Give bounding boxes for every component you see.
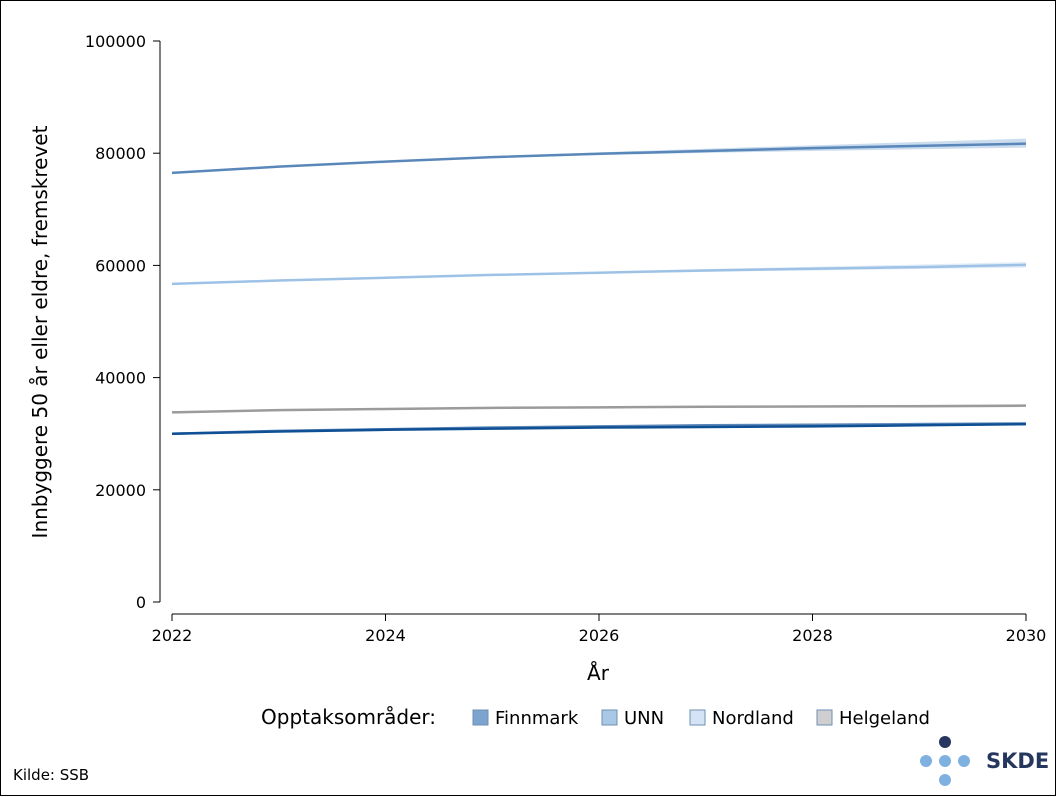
x-tick-label: 2022 (152, 626, 193, 645)
legend-title: Opptaksområder: (261, 705, 436, 729)
band-unn (172, 138, 1026, 173)
axes (159, 41, 1026, 615)
y-tick-label: 0 (136, 593, 146, 612)
y-tick-label: 40000 (95, 369, 146, 388)
x-tick-label: 2028 (792, 626, 833, 645)
legend-label-nordland: Nordland (712, 708, 794, 729)
y-tick-label: 100000 (85, 32, 146, 51)
legend-label-unn: UNN (624, 708, 664, 729)
legend: Opptaksområder: Finnmark UNN Nordland Helge… (261, 705, 930, 729)
logo-dot-left (920, 755, 932, 767)
skde-logo: SKDE (920, 736, 1049, 786)
legend-entries: Finnmark UNN Nordland Helgeland (472, 708, 930, 729)
series-line-nordland (171, 263, 1027, 286)
series-line-unnamed (171, 422, 1027, 435)
legend-label-finnmark: Finnmark (495, 708, 579, 729)
y-tick-label: 20000 (95, 481, 146, 500)
logo-dot-right (958, 755, 970, 767)
confidence-bands (172, 138, 1026, 434)
x-tick-label: 2030 (1006, 626, 1047, 645)
x-axis-title: År (587, 661, 610, 685)
y-tick-label: 60000 (95, 256, 146, 275)
legend-swatch-nordland (689, 709, 706, 726)
x-tick-label: 2024 (365, 626, 406, 645)
series-line-helgeland (171, 404, 1027, 414)
legend-swatch-finnmark (472, 709, 489, 726)
logo-text: SKDE (986, 749, 1049, 773)
source-note: Kilde: SSB (13, 766, 89, 784)
legend-swatch-unn (601, 709, 618, 726)
y-axis-title: Innbyggere 50 år eller eldre, fremskreve… (28, 125, 52, 538)
legend-label-helgeland: Helgeland (839, 708, 930, 729)
series-line-unn (171, 142, 1027, 175)
x-tick-label: 2026 (579, 626, 620, 645)
legend-swatch-helgeland (816, 709, 833, 726)
x-ticks: 2022 2024 2026 2028 2030 (152, 614, 1047, 645)
logo-dot-bottom (939, 774, 951, 786)
y-ticks: 0 20000 40000 60000 80000 100000 (85, 32, 160, 612)
series-lines (171, 142, 1027, 435)
y-tick-label: 80000 (95, 144, 146, 163)
logo-dot-center (939, 755, 951, 767)
logo-dot-top (939, 736, 951, 748)
